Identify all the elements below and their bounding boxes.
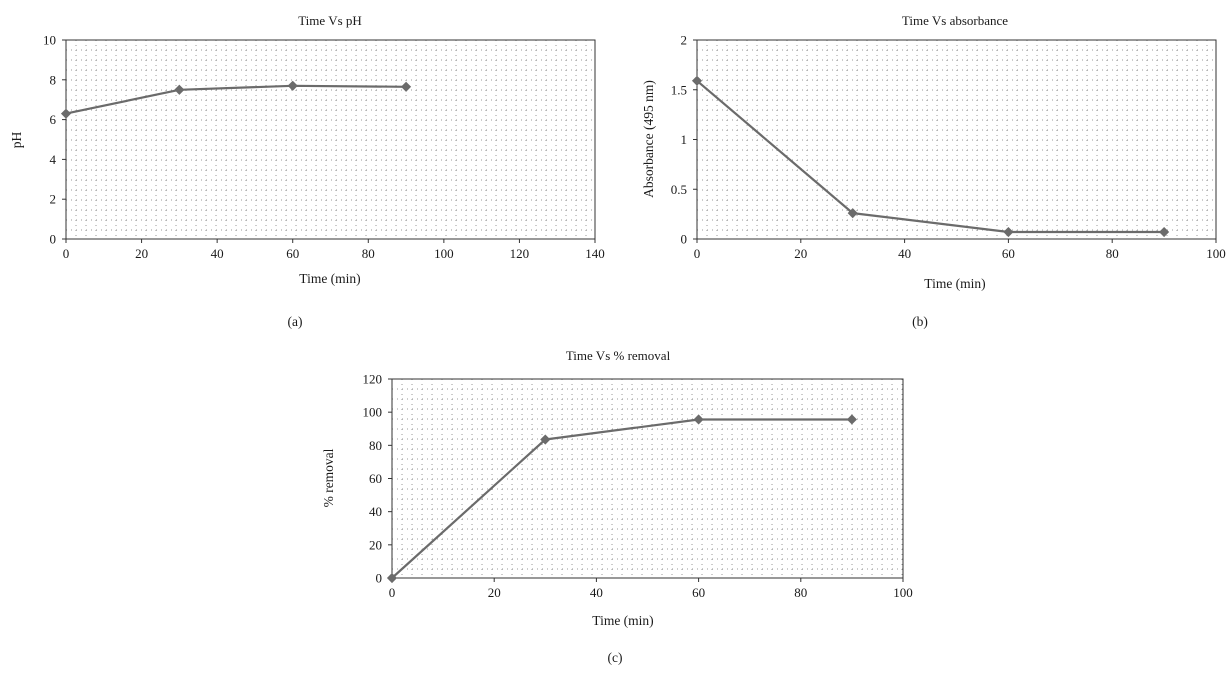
- y-tick-label: 2: [50, 192, 57, 207]
- x-tick-label: 100: [893, 585, 913, 600]
- y-tick-label: 0: [50, 232, 57, 247]
- y-axis-label: % removal: [321, 448, 336, 507]
- x-tick-label: 20: [794, 246, 807, 261]
- x-axis-label: Time (min): [299, 271, 360, 286]
- y-tick-label: 2: [681, 33, 688, 48]
- panel-label: (b): [912, 314, 928, 329]
- x-tick-label: 80: [1106, 246, 1119, 261]
- x-tick-label: 60: [692, 585, 705, 600]
- data-point: [691, 75, 703, 86]
- x-tick-label: 120: [510, 246, 530, 261]
- y-tick-label: 40: [369, 504, 382, 519]
- data-point: [1003, 226, 1014, 238]
- gridlines: [392, 379, 903, 578]
- x-axis-label: Time (min): [924, 276, 985, 291]
- chart-time-vs-absorbance: Time Vs absorbance Time (min) Absorbance…: [641, 13, 1226, 329]
- y-tick-label: 1.5: [671, 82, 687, 97]
- y-tick-label: 0.5: [671, 182, 687, 197]
- x-axis-label: Time (min): [592, 613, 653, 628]
- data-point: [846, 414, 857, 425]
- y-tick-label: 8: [50, 72, 57, 87]
- x-tick-label: 20: [488, 585, 501, 600]
- data-point: [540, 434, 551, 445]
- y-tick-label: 1: [681, 132, 688, 147]
- panel-label: (a): [288, 314, 303, 329]
- data-point: [60, 108, 72, 119]
- series-line: [391, 418, 852, 579]
- y-tick-label: 80: [369, 438, 382, 453]
- y-tick-label: 20: [369, 537, 382, 552]
- chart-title: Time Vs pH: [298, 13, 362, 28]
- plot-frame: [65, 39, 596, 240]
- x-tick-label: 100: [1206, 246, 1226, 261]
- data-point: [386, 572, 398, 584]
- data-point: [693, 414, 704, 425]
- x-tick-label: 100: [434, 246, 454, 261]
- data-point: [174, 84, 185, 95]
- x-tick-label: 40: [211, 246, 224, 261]
- y-tick-label: 0: [681, 232, 688, 247]
- data-point: [1159, 226, 1170, 238]
- x-tick-label: 0: [63, 246, 70, 261]
- x-tick-label: 20: [135, 246, 148, 261]
- gridlines: [697, 40, 1216, 239]
- chart-time-vs-ph: Time Vs pH Time (min) pH (a) 0 20 40 60 80 10…: [9, 13, 605, 329]
- x-tick-label: 40: [590, 585, 603, 600]
- x-tick-label: 80: [362, 246, 375, 261]
- chart-title: Time Vs % removal: [566, 348, 671, 363]
- panel-label: (c): [608, 650, 623, 665]
- data-point: [287, 80, 298, 91]
- series-line: [696, 79, 1165, 234]
- y-tick-label: 4: [50, 152, 57, 167]
- x-tick-label: 60: [286, 246, 299, 261]
- y-tick-label: 0: [376, 571, 383, 586]
- x-tick-label: 0: [389, 585, 396, 600]
- y-tick-label: 10: [43, 33, 56, 48]
- x-tick-label: 140: [585, 246, 605, 261]
- x-tick-label: 0: [694, 246, 701, 261]
- y-tick-label: 60: [369, 471, 382, 486]
- chart-title: Time Vs absorbance: [902, 13, 1008, 28]
- data-point: [401, 81, 412, 92]
- y-axis-label: pH: [9, 132, 24, 149]
- y-axis-label: Absorbance (495 nm): [641, 80, 656, 198]
- x-tick-label: 80: [794, 585, 807, 600]
- y-tick-label: 6: [50, 112, 57, 127]
- chart-time-vs-removal: Time Vs % removal Time (min) % removal (…: [321, 348, 913, 665]
- series-line: [65, 84, 407, 115]
- plot-frame: [696, 39, 1217, 240]
- data-point: [847, 208, 858, 219]
- x-tick-label: 60: [1002, 246, 1015, 261]
- y-tick-label: 100: [363, 405, 383, 420]
- y-tick-label: 120: [363, 372, 383, 387]
- gridlines: [66, 40, 595, 239]
- x-tick-label: 40: [898, 246, 911, 261]
